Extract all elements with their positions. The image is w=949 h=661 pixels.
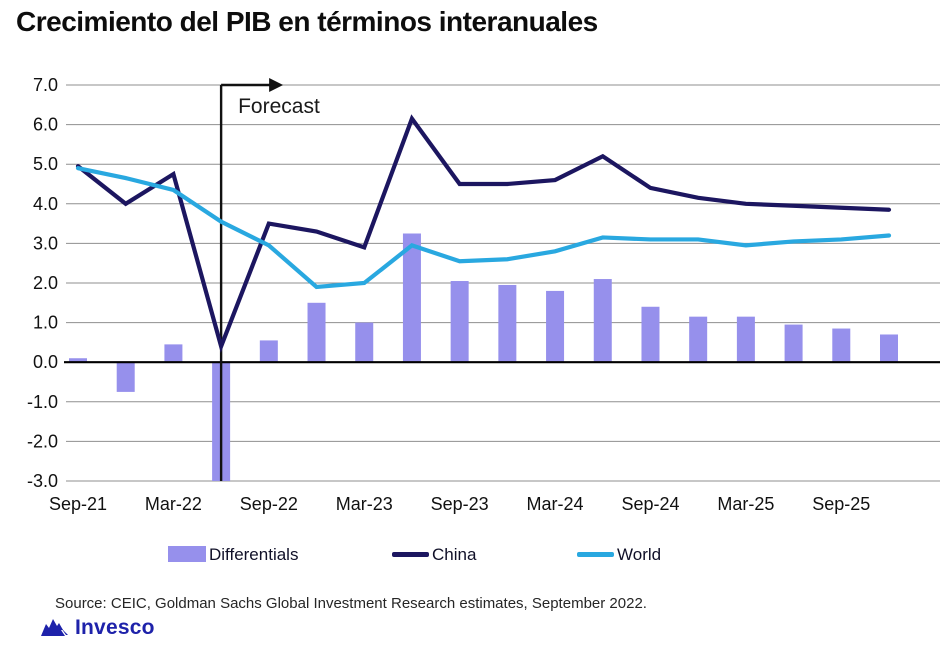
forecast-label: Forecast — [238, 95, 320, 118]
gridlines — [66, 84, 940, 482]
source-note: Source: CEIC, Goldman Sachs Global Inves… — [55, 595, 647, 612]
chart-legend: Differentials China World — [0, 538, 949, 572]
legend-label-world: World — [617, 545, 662, 564]
bar-differential — [832, 328, 851, 363]
x-tick-label: Mar-25 — [717, 494, 774, 514]
bar-differential — [116, 362, 135, 392]
y-tick-label: -2.0 — [27, 431, 58, 451]
x-tick-label: Sep-21 — [49, 494, 107, 514]
y-tick-label: -3.0 — [27, 471, 58, 491]
y-tick-label: 1.0 — [33, 313, 58, 333]
bar-differential — [498, 284, 517, 363]
x-tick-label: Sep-25 — [812, 494, 870, 514]
bar-differential — [880, 334, 898, 363]
legend-swatch-world — [577, 552, 614, 557]
invesco-wordmark: Invesco — [75, 616, 155, 639]
bar-differential — [69, 358, 87, 363]
y-tick-label: 6.0 — [33, 115, 58, 135]
bar-differential — [164, 344, 183, 363]
bar-differential — [546, 290, 565, 363]
page-title: Crecimiento del PIB en términos interanu… — [16, 6, 598, 37]
legend-swatch-differentials — [168, 546, 206, 562]
legend-swatch-china — [392, 552, 429, 557]
invesco-mountain-icon — [41, 619, 68, 636]
x-tick-label: Mar-22 — [145, 494, 202, 514]
x-tick-label: Mar-23 — [336, 494, 393, 514]
bar-differential — [641, 306, 660, 363]
x-tick-label: Sep-22 — [240, 494, 298, 514]
bar-differential — [736, 316, 755, 363]
forecast-annotation: Forecast — [219, 78, 320, 481]
bar-differential — [450, 281, 469, 363]
x-axis-labels: Sep-21 Mar-22 Sep-22 Mar-23 Sep-23 Mar-24 Sep-… — [49, 494, 870, 514]
y-tick-label: 7.0 — [33, 75, 58, 95]
line-world — [75, 166, 892, 290]
legend-label-china: China — [432, 545, 477, 564]
y-tick-label: -1.0 — [27, 392, 58, 412]
y-tick-label: 2.0 — [33, 273, 58, 293]
bar-differential — [402, 233, 421, 363]
invesco-logo: Invesco — [40, 616, 155, 640]
x-tick-label: Sep-24 — [621, 494, 679, 514]
bar-differential — [784, 324, 803, 363]
y-tick-label: 0.0 — [33, 352, 58, 372]
bars-differentials — [69, 233, 898, 481]
bar-differential — [259, 340, 278, 363]
forecast-arrow-head — [269, 78, 284, 92]
x-tick-label: Sep-23 — [431, 494, 489, 514]
y-axis-labels: 7.0 6.0 5.0 4.0 3.0 2.0 1.0 0.0 -1.0 -2.0 -3.0 — [27, 75, 58, 491]
x-tick-label: Mar-24 — [527, 494, 584, 514]
y-tick-label: 5.0 — [33, 154, 58, 174]
bar-differential — [593, 279, 612, 363]
legend-label-differentials: Differentials — [209, 545, 299, 564]
bar-differential — [355, 322, 374, 363]
y-tick-label: 3.0 — [33, 233, 58, 253]
y-tick-label: 4.0 — [33, 194, 58, 214]
gdp-growth-chart: 7.0 6.0 5.0 4.0 3.0 2.0 1.0 0.0 -1.0 -2.0 -3.0 Fore… — [27, 75, 940, 514]
bar-differential — [689, 316, 708, 363]
bar-differential — [307, 302, 326, 363]
line-china — [75, 114, 892, 354]
